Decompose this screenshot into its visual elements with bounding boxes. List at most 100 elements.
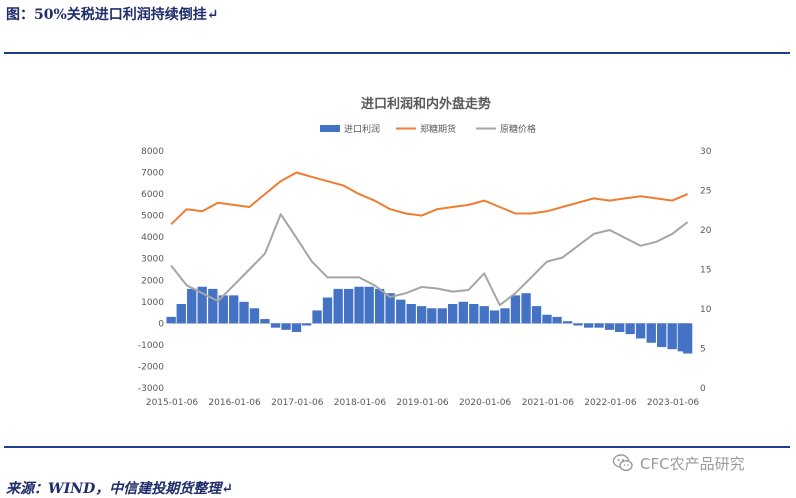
bottom-rule [4,446,790,448]
wechat-icon [612,454,633,472]
import-profit-bar [396,299,406,324]
import-profit-bar [416,306,427,324]
import-profit-bar [281,323,291,330]
import-profit-bar [291,323,302,332]
y-axis-right: 0 5 10 15 20 25 30 [700,147,712,394]
import-profit-bar [594,323,604,328]
y-right-tick-label: 15 [700,266,711,276]
y-left-tick-label: 3000 [141,255,164,265]
import-profit-bar [270,323,281,328]
import-profit-bar [166,316,176,324]
y-right-tick-label: 30 [700,147,712,157]
x-tick-label: 2023-01-06 [647,398,700,408]
import-profit-bar [510,295,521,324]
y-right-tick-label: 10 [700,305,712,315]
import-profit-bar [333,288,343,324]
raw-sugar-line [170,213,689,307]
import-profit-bar [374,288,385,324]
import-profit-bar [646,323,656,343]
y-left-tick-label: 4000 [141,233,164,243]
y-left-tick-label: -2000 [138,362,164,372]
import-profit-bar [187,288,197,324]
x-tick-label: 2021-01-06 [522,398,575,408]
import-profit-bar [521,293,531,324]
chart-title: 进口利润和内外盘走势 [361,96,491,112]
legend-label: 郑糖期货 [420,123,456,135]
y-right-tick-label: 25 [700,187,711,197]
import-profit-bar [583,323,594,328]
import-profit-bar [542,314,552,324]
import-profit-bar [343,288,354,324]
watermark-text: CFC农产品研究 [640,454,745,473]
import-profit-bar [208,288,218,324]
import-profit-bar [260,319,270,324]
watermark: CFC农产品研究 [612,452,745,474]
x-axis: 2015-01-06 2016-01-06 2017-01-06 2018-01-06… [146,322,700,408]
y-left-tick-label: 6000 [141,190,164,200]
import-profit-bar [448,303,458,324]
import-profit-bar [197,286,207,324]
import-profit-bar [385,293,395,324]
import-profit-bar [635,323,646,339]
import-profit-bar [322,297,333,324]
import-profit-bar [364,286,374,324]
x-tick-label: 2018-01-06 [334,398,387,408]
top-rule [4,52,790,54]
import-profit-bar [573,323,583,326]
y-left-tick-label: 2000 [141,276,164,286]
x-tick-label: 2016-01-06 [208,398,261,408]
import-profit-bar [677,323,687,352]
import-profit-bar [437,308,447,324]
import-profit-bar [176,303,186,324]
import-profit-bar [562,321,573,324]
import-profit-bar [469,303,479,324]
y-left-tick-label: -1000 [138,341,164,351]
y-left-tick-label: 7000 [141,169,164,179]
source-note: 来源：WIND，中信建投期货整理↵ [6,481,233,497]
figure-title: 图：50%关税进口利润持续倒挂↵ [6,7,219,23]
import-profit-bar [229,295,239,324]
import-profit-bar [218,295,228,324]
y-left-tick-label: -3000 [138,384,164,394]
x-tick-label: 2017-01-06 [271,398,324,408]
legend-label: 进口利润 [344,123,380,135]
y-axis-left: -3000 -2000 -1000 0 1000 2000 3000 4000 5000 6000… [138,147,164,394]
zhengzhou-sugar-line [170,171,688,226]
import-profit-bars [166,286,693,354]
legend-swatch [320,125,340,132]
x-tick-label: 2022-01-06 [584,398,637,408]
x-tick-label: 2019-01-06 [396,398,449,408]
import-profit-bar [625,323,635,335]
import-profit-bar [458,301,468,324]
import-profit-bar [489,310,500,324]
legend: 进口利润 郑糖期货 原糖价格 [320,123,536,135]
import-profit-bar [312,310,322,324]
y-left-tick-label: 8000 [141,147,164,157]
import-profit-bar [667,323,677,350]
import-profit-bar [500,308,510,324]
import-profit-bar [239,301,249,324]
y-left-tick-label: 1000 [141,298,164,308]
import-profit-bar [531,306,542,324]
legend-label: 原糖价格 [500,123,536,135]
x-tick-label: 2015-01-06 [146,398,199,408]
import-profit-bar [301,323,312,326]
y-left-tick-label: 0 [158,319,164,329]
import-profit-bar [249,308,260,324]
price-lines [170,171,689,307]
import-profit-bar [657,323,667,348]
import-profit-bar [479,306,489,324]
import-profit-bar [682,323,693,354]
import-profit-bar [427,308,437,324]
import-profit-bar [406,303,416,324]
x-tick-label: 2020-01-06 [459,398,512,408]
import-profit-bar [552,316,562,324]
y-right-tick-label: 20 [700,226,712,236]
import-profit-bar [615,323,625,332]
y-right-tick-label: 0 [700,384,706,394]
import-profit-bar [354,286,364,324]
import-profit-bar [604,323,615,330]
y-right-tick-label: 5 [700,345,706,355]
y-left-tick-label: 5000 [141,212,164,222]
